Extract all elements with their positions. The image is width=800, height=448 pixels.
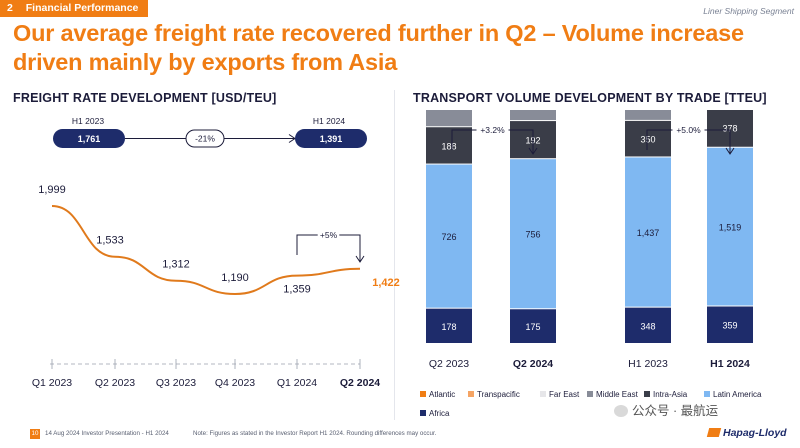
q2-change-bracket-arrowhead <box>528 147 538 155</box>
change-bracket-label: +5% <box>320 230 338 240</box>
footer: 10 14 Aug 2024 Investor Presentation - H… <box>0 426 800 442</box>
bar-segment-label: 188 <box>441 141 456 151</box>
bar-segment <box>707 306 753 343</box>
bar-segment-label: 1,519 <box>719 223 742 233</box>
freight-rate-chart: H1 2023 1,761 -21% H1 2024 1,391 1,999 1,533 1,… <box>32 116 400 389</box>
legend-swatch <box>420 410 426 416</box>
bar-segment <box>426 164 472 308</box>
bar-segment-label: 178 <box>441 322 456 332</box>
data-label: 1,190 <box>221 272 249 284</box>
bar-segment <box>625 110 671 120</box>
data-label: 1,422 <box>372 277 400 289</box>
legend-swatch <box>644 391 650 397</box>
section-number: 2 <box>7 2 13 14</box>
x-tick-label: Q2 2024 <box>340 377 380 389</box>
x-tick-label: Q2 2023 <box>429 358 469 370</box>
x-tick-label: Q2 2023 <box>95 377 135 389</box>
bar-segment-label: 756 <box>525 230 540 240</box>
legend-swatch <box>420 391 426 397</box>
bar-segment <box>426 110 472 127</box>
bar-segment <box>510 110 556 121</box>
legend-swatch <box>704 391 710 397</box>
footer-date: 14 Aug 2024 Investor Presentation - H1 2… <box>45 430 169 437</box>
data-label: 1,312 <box>162 259 190 271</box>
wechat-text: 公众号 · 最航运 <box>632 404 719 418</box>
h1-2023-value: 1,761 <box>78 134 101 144</box>
bar-segment <box>510 159 556 309</box>
data-label: 1,999 <box>38 184 66 196</box>
change-bracket-label-bg <box>317 229 340 241</box>
bar-segment-label: 175 <box>525 322 540 332</box>
bar-segment <box>625 120 671 157</box>
hapag-lloyd-logo: Hapag-Lloyd <box>706 427 787 439</box>
bar-segment <box>426 127 472 164</box>
h1-2024-label: H1 2024 <box>313 116 345 126</box>
legend-label: Transpacific <box>477 390 520 399</box>
bar-segment-label: 348 <box>640 321 655 331</box>
bar-segment <box>707 147 753 306</box>
bar-segment <box>625 307 671 343</box>
section-tab: 2 Financial Performance <box>0 0 149 17</box>
q2-change-bracket-label: +3.2% <box>480 125 505 135</box>
h1-change-pill <box>185 129 225 148</box>
h1-2024-pill <box>295 129 367 148</box>
bar-segment-label: 350 <box>640 135 655 145</box>
legend-label: Atlantic <box>429 390 455 399</box>
freight-rate-line <box>51 205 361 296</box>
bar-segment-label: 1,437 <box>637 228 660 238</box>
wechat-icon <box>614 405 628 417</box>
data-label: 1,359 <box>283 284 311 296</box>
legend-label: Intra-Asia <box>653 390 688 399</box>
page-number: 10 <box>30 429 40 439</box>
bar-segment <box>510 309 556 343</box>
legend-swatch <box>468 391 474 397</box>
logo-mark-icon <box>706 428 722 437</box>
h1-change-bracket-label-bg <box>672 124 705 136</box>
page-title: Our average freight rate recovered furth… <box>13 20 744 75</box>
bar-segment-label: 378 <box>722 123 737 133</box>
bar-segment <box>426 308 472 343</box>
volume-chart-title: TRANSPORT VOLUME DEVELOPMENT BY TRADE [T… <box>413 91 767 105</box>
bar-segment-label: 726 <box>441 232 456 242</box>
h1-change-bracket-arrowhead <box>725 147 735 155</box>
q2-change-bracket-label-bg <box>476 124 509 136</box>
divider <box>394 90 395 420</box>
footer-note: Note: Figures as stated in the Investor … <box>193 430 437 437</box>
h1-change-value: -21% <box>195 134 215 144</box>
legend-swatch <box>587 391 593 397</box>
legend-swatch <box>540 391 546 397</box>
change-bracket-arrowhead <box>355 255 365 263</box>
x-tick-label: H1 2024 <box>710 358 750 370</box>
data-label: 1,533 <box>96 235 124 247</box>
x-tick-label: Q4 2023 <box>215 377 255 389</box>
segment-label: Liner Shipping Segment <box>703 6 794 16</box>
wechat-watermark: 公众号 · 最航运 <box>614 400 718 419</box>
x-tick-label: H1 2023 <box>628 358 668 370</box>
logo-text: Hapag-Lloyd <box>723 427 787 439</box>
x-tick-label: Q3 2023 <box>156 377 196 389</box>
h1-2023-pill <box>53 129 125 148</box>
x-tick-label: Q1 2023 <box>32 377 72 389</box>
bar-segment-label: 359 <box>722 321 737 331</box>
legend-label: Far East <box>549 390 580 399</box>
legend-label: Africa <box>429 409 450 418</box>
x-tick-label: Q2 2024 <box>513 358 553 370</box>
section-label: Financial Performance <box>25 2 139 14</box>
h1-2023-label: H1 2023 <box>72 116 104 126</box>
h1-change-bracket-label: +5.0% <box>676 125 701 135</box>
legend-label: Middle East <box>596 390 639 399</box>
legend-label: Latin America <box>713 390 762 399</box>
bar-segment <box>625 157 671 307</box>
freight-rate-chart-title: FREIGHT RATE DEVELOPMENT [USD/TEU] <box>13 91 277 105</box>
x-tick-label: Q1 2024 <box>277 377 317 389</box>
h1-2024-value: 1,391 <box>320 134 343 144</box>
volume-chart: 1787261883555734335112,964Q2 20231757561… <box>420 110 762 418</box>
